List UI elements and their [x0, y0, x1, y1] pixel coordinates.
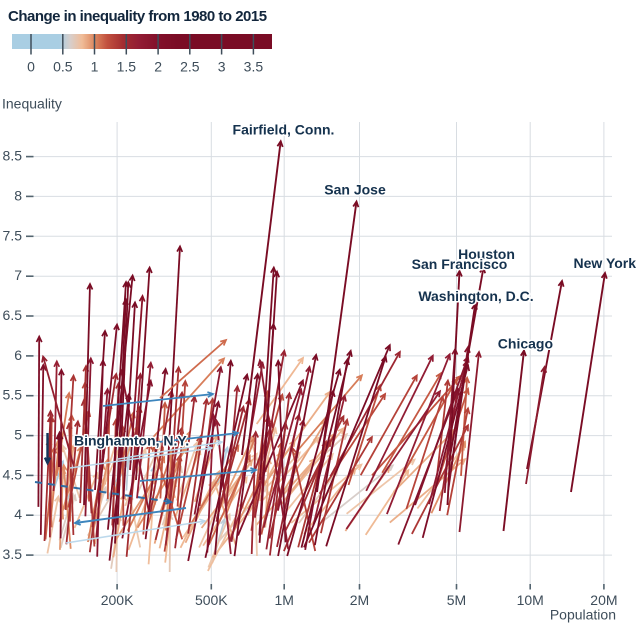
svg-text:500K: 500K — [195, 592, 228, 608]
svg-text:2: 2 — [154, 59, 162, 75]
svg-text:4.5: 4.5 — [3, 466, 23, 482]
svg-text:5: 5 — [14, 427, 22, 443]
svg-text:Inequality: Inequality — [2, 95, 62, 111]
svg-text:Washington, D.C.: Washington, D.C. — [418, 288, 533, 304]
svg-text:200K: 200K — [101, 592, 134, 608]
svg-text:2M: 2M — [350, 592, 369, 608]
svg-text:8.5: 8.5 — [3, 148, 23, 164]
svg-text:Binghamton, N.Y.: Binghamton, N.Y. — [74, 433, 189, 449]
svg-text:San Francisco: San Francisco — [412, 256, 508, 272]
svg-text:Population: Population — [550, 607, 616, 623]
svg-text:8: 8 — [14, 187, 22, 203]
svg-text:6.5: 6.5 — [3, 307, 23, 323]
svg-text:Fairfield, Conn.: Fairfield, Conn. — [233, 122, 335, 138]
svg-text:Houston: Houston — [458, 246, 515, 262]
svg-text:5M: 5M — [447, 592, 466, 608]
svg-text:Change in inequality from 1980: Change in inequality from 1980 to 2015 — [8, 8, 267, 25]
svg-text:7.5: 7.5 — [3, 227, 23, 243]
svg-text:10M: 10M — [517, 592, 544, 608]
svg-text:5.5: 5.5 — [3, 387, 23, 403]
svg-text:New York: New York — [574, 255, 637, 271]
svg-text:3.5: 3.5 — [244, 59, 264, 75]
svg-text:0: 0 — [27, 59, 35, 75]
svg-text:7: 7 — [14, 267, 22, 283]
svg-text:0.5: 0.5 — [53, 59, 73, 75]
svg-text:1.5: 1.5 — [117, 59, 137, 75]
svg-text:1M: 1M — [274, 592, 293, 608]
svg-text:3: 3 — [218, 59, 226, 75]
svg-text:3.5: 3.5 — [3, 546, 23, 562]
svg-text:6: 6 — [14, 347, 22, 363]
svg-text:1: 1 — [91, 59, 99, 75]
svg-text:San Jose: San Jose — [324, 182, 386, 198]
svg-text:Chicago: Chicago — [498, 336, 553, 352]
svg-text:20M: 20M — [590, 592, 617, 608]
svg-text:4: 4 — [14, 506, 22, 522]
svg-text:2.5: 2.5 — [180, 59, 200, 75]
